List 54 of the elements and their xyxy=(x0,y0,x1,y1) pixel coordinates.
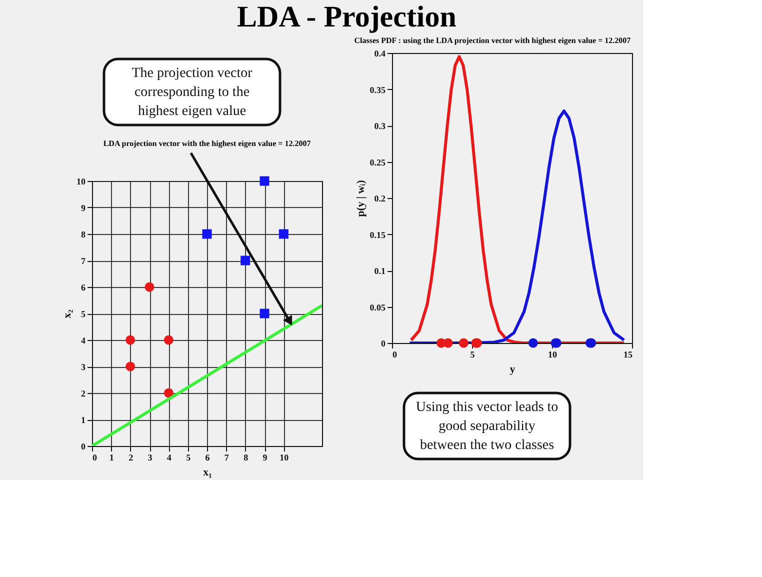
x-tick-label: 10 xyxy=(280,452,290,462)
y-tick-label: 1 xyxy=(81,415,86,425)
y-tick-label: 4 xyxy=(81,336,86,346)
x-tick-label: 9 xyxy=(262,452,268,462)
x-axis-title: y xyxy=(510,364,516,376)
point xyxy=(260,308,270,318)
point xyxy=(144,282,154,292)
y-tick-label: 7 xyxy=(81,256,86,266)
y-tick-label: 3 xyxy=(81,362,86,372)
y-axis-title: p(y | wᵢ) xyxy=(354,180,367,217)
point xyxy=(164,388,174,398)
text: The projection vector corresponding to the highest eigen value xyxy=(132,66,253,119)
y-tick-label: 0 xyxy=(381,338,386,348)
x-tick-label: 2 xyxy=(128,452,134,462)
text: LDA - Projection xyxy=(237,0,457,34)
y-tick-label: 0.05 xyxy=(370,302,386,312)
y-tick-label: 2 xyxy=(81,388,86,398)
y-tick-label: 10 xyxy=(76,176,86,186)
x-tick-label: 0 xyxy=(392,350,398,360)
point xyxy=(126,335,136,345)
x-tick-label: 7 xyxy=(224,452,230,462)
y-tick-label: 0.4 xyxy=(374,48,386,58)
y-tick-label: 5 xyxy=(81,309,86,319)
y-axis-title: x₂ xyxy=(62,308,74,318)
x-tick-label: 6 xyxy=(205,452,210,462)
x-tick-label: 1 xyxy=(109,452,114,462)
point xyxy=(202,229,212,239)
x-tick-label: 15 xyxy=(624,350,633,360)
x-tick-label: 8 xyxy=(244,452,249,462)
y-tick-label: 0.35 xyxy=(370,84,386,95)
x-tick-label: 10 xyxy=(548,350,558,360)
point xyxy=(260,176,270,186)
x-tick-label: 4 xyxy=(166,452,172,462)
y-tick-label: 0.15 xyxy=(370,230,386,240)
x-tick-label: 5 xyxy=(470,350,476,360)
y-tick-label: 0.3 xyxy=(374,121,386,131)
y-tick-label: 8 xyxy=(81,230,86,240)
y-tick-label: 0 xyxy=(81,442,86,452)
y-tick-label: 0.25 xyxy=(370,157,386,168)
point xyxy=(240,256,250,266)
y-tick-label: 0.1 xyxy=(374,266,386,276)
y-tick-label: 9 xyxy=(81,203,86,213)
point xyxy=(278,229,288,239)
point xyxy=(164,335,174,345)
point xyxy=(126,362,136,372)
y-tick-label: 0.2 xyxy=(374,194,386,204)
x-tick-label: 5 xyxy=(186,452,192,462)
text: Using this vector leads to good separability between the two classes xyxy=(416,400,558,453)
x-axis-title: x₁ xyxy=(203,466,212,478)
x-tick-label: 3 xyxy=(148,452,153,462)
y-tick-label: 6 xyxy=(81,282,86,292)
chart-title: LDA projection vector with the highest eigen value = 12.2007 xyxy=(103,138,311,148)
chart-title: Classes PDF : using the LDA projection vector with highest eigen value = 12.2007 xyxy=(354,36,631,45)
x-tick-label: 0 xyxy=(92,452,98,462)
